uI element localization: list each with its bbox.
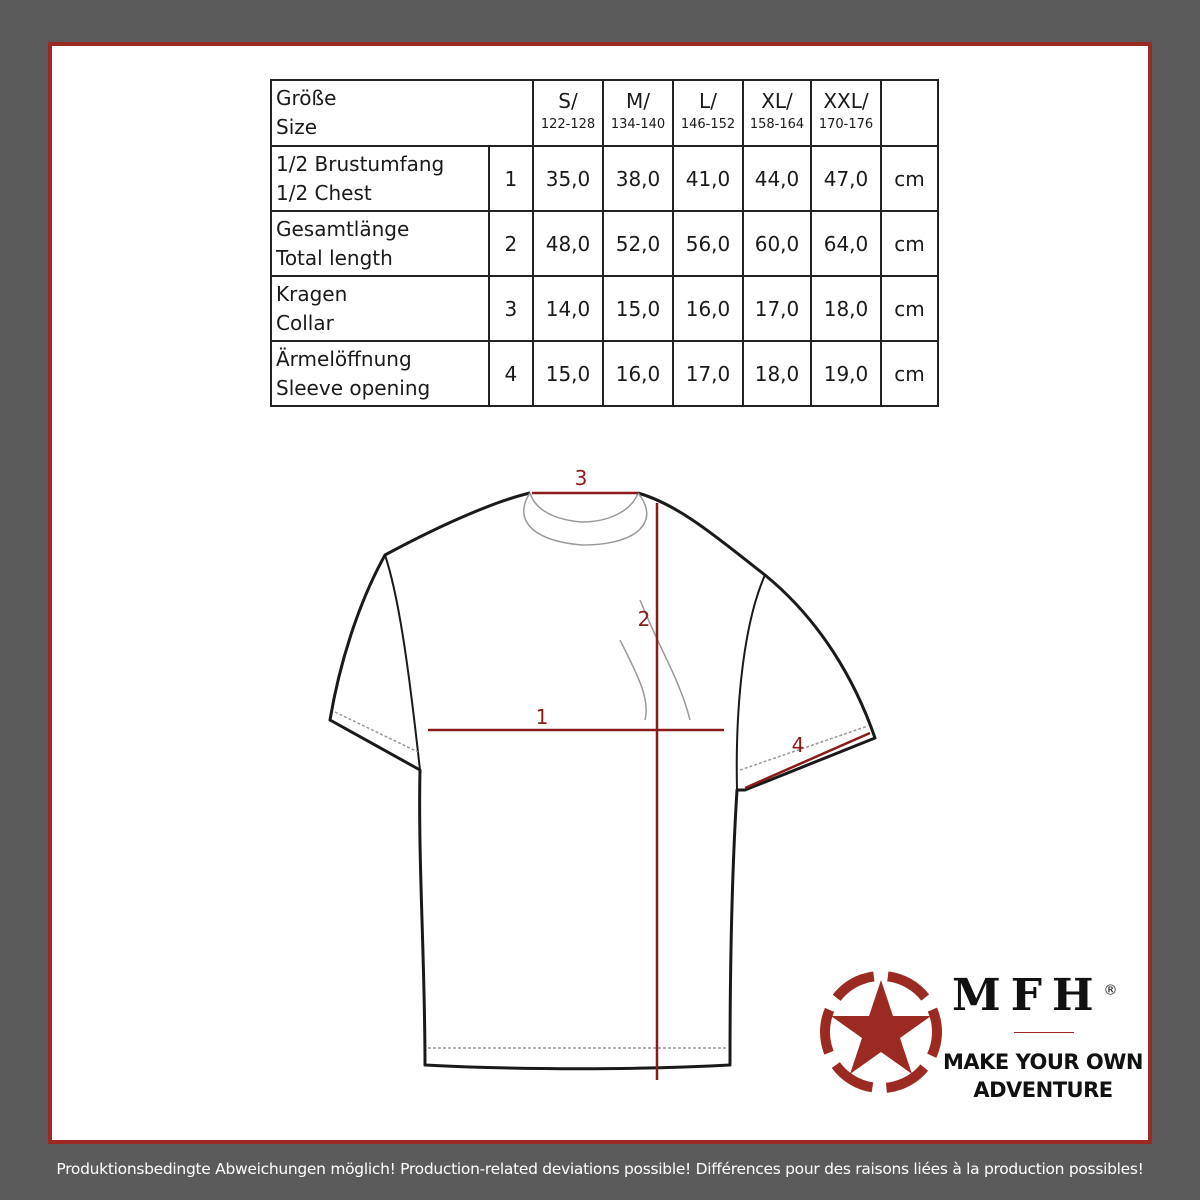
size-range: 146-152 [680,117,736,132]
size-range: 134-140 [610,117,666,132]
table-header-row: Größe Size S/122-128 M/134-140 L/146-152 … [270,79,939,147]
value-cell: 16,0 [602,340,674,407]
row-label: 1/2 Brustumfang 1/2 Chest [270,145,490,212]
value-cell: 16,0 [672,275,744,342]
table-row: 1/2 Brustumfang 1/2 Chest 1 35,0 38,0 41,0 44,… [270,145,939,212]
row-number: 1 [487,145,535,212]
row-number: 3 [487,275,535,342]
size-col: XXL/170-176 [810,79,882,147]
slogan-line-2: ADVENTURE [973,1078,1113,1102]
label-en: 1/2 Chest [276,180,372,205]
tshirt-outline [328,491,877,1071]
size-label: L/ [699,89,717,113]
size-label: XXL/ [823,89,869,113]
registered-mark: ® [1103,982,1118,999]
value-cell: 41,0 [672,145,744,212]
unit-cell: cm [880,275,939,342]
row-label: Ärmelöffnung Sleeve opening [270,340,490,407]
header-label-de: Größe [276,86,337,110]
logo-divider [1014,1032,1074,1033]
value-cell: 17,0 [672,340,744,407]
row-label: Kragen Collar [270,275,490,342]
value-cell: 35,0 [532,145,604,212]
unit-cell: cm [880,145,939,212]
table-row: Ärmelöffnung Sleeve opening 4 15,0 16,0 17,0 1… [270,340,939,407]
marker-2: 2 [638,607,651,631]
label-de: Kragen [276,281,348,306]
slogan-line-1: MAKE YOUR OWN [942,1050,1144,1074]
table-row: Kragen Collar 3 14,0 15,0 16,0 17,0 18,0 cm [270,275,939,342]
unit-cell: cm [880,340,939,407]
label-de: Gesamtlänge [276,216,410,241]
size-col: L/146-152 [672,79,744,147]
row-label: Gesamtlänge Total length [270,210,490,277]
value-cell: 15,0 [602,275,674,342]
value-cell: 14,0 [532,275,604,342]
value-cell: 19,0 [810,340,882,407]
table-row: Gesamtlänge Total length 2 48,0 52,0 56,0 60,0… [270,210,939,277]
value-cell: 44,0 [742,145,812,212]
size-table: Größe Size S/122-128 M/134-140 L/146-152 … [270,79,939,407]
measure-sleeve [744,731,871,790]
marker-1: 1 [536,705,549,729]
row-number: 4 [487,340,535,407]
footer-disclaimer: Produktionsbedingte Abweichungen möglich… [56,1160,1144,1178]
value-cell: 38,0 [602,145,674,212]
size-col: XL/158-164 [742,79,812,147]
value-cell: 64,0 [810,210,882,277]
size-range: 170-176 [818,117,874,132]
slogan: MAKE YOUR OWN ADVENTURE [940,1048,1146,1104]
unit-header [880,79,939,147]
size-range: 122-128 [540,117,596,132]
value-cell: 48,0 [532,210,604,277]
marker-4: 4 [792,733,805,757]
value-cell: 18,0 [742,340,812,407]
header-label-en: Size [276,115,318,139]
size-label: S/ [558,89,578,113]
size-col: S/122-128 [532,79,604,147]
size-col: M/134-140 [602,79,674,147]
size-label: M/ [626,89,650,113]
brand-name: MFH [952,970,1104,1021]
label-de: Ärmelöffnung [276,346,412,371]
label-en: Sleeve opening [276,375,431,400]
label-de: 1/2 Brustumfang [276,151,445,176]
mfh-star-logo-icon [820,971,942,1093]
measurement-lines [428,491,871,1080]
marker-3: 3 [575,466,588,490]
value-cell: 47,0 [810,145,882,212]
size-label: XL/ [761,89,793,113]
value-cell: 52,0 [602,210,674,277]
size-range: 158-164 [749,117,805,132]
value-cell: 15,0 [532,340,604,407]
label-en: Collar [276,310,334,335]
value-cell: 56,0 [672,210,744,277]
value-cell: 17,0 [742,275,812,342]
value-cell: 60,0 [742,210,812,277]
label-en: Total length [276,245,393,270]
unit-cell: cm [880,210,939,277]
row-number: 2 [487,210,535,277]
value-cell: 18,0 [810,275,882,342]
brand-logo: MFH® [952,970,1118,1021]
size-header: Größe Size [270,79,534,147]
tshirt-detail-lines [334,492,869,1049]
